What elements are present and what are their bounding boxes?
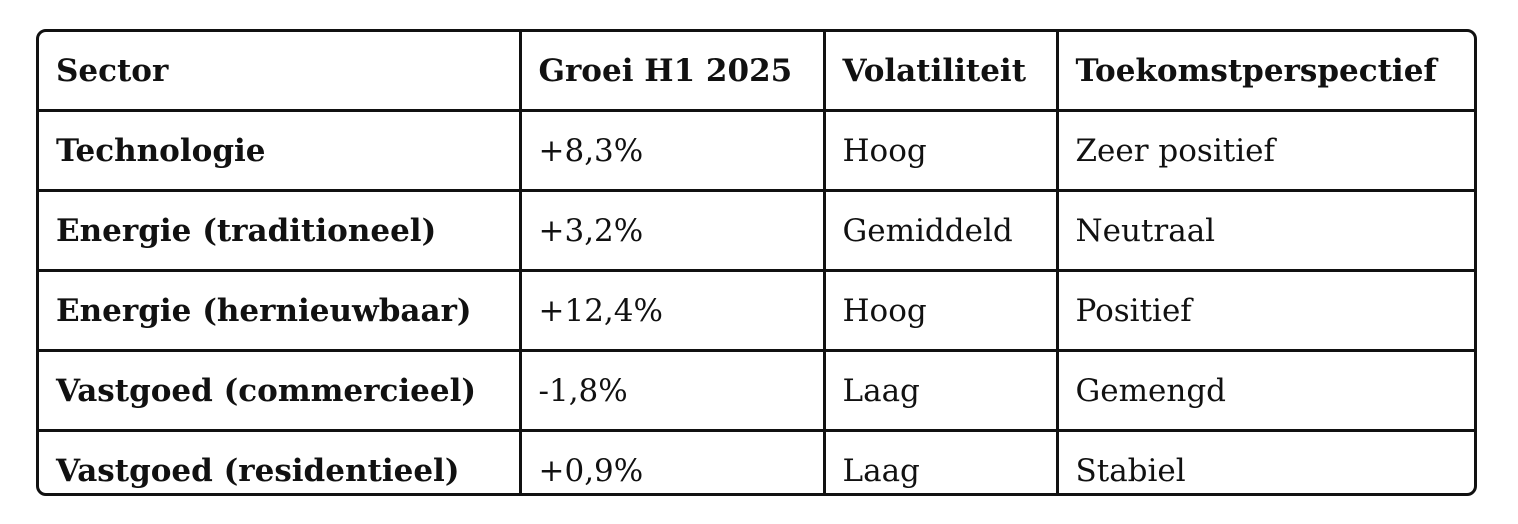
table-row: Vastgoed (residentieel) +0,9% Laag Stabi… bbox=[39, 429, 1474, 493]
cell-sector: Energie (traditioneel) bbox=[39, 189, 522, 272]
header-outlook: Toekomstperspectief bbox=[1055, 32, 1474, 112]
cell-outlook: Neutraal bbox=[1055, 189, 1474, 272]
table-row: Energie (traditioneel) +3,2% Gemiddeld N… bbox=[39, 189, 1474, 272]
cell-outlook: Positief bbox=[1055, 269, 1474, 352]
cell-growth: +12,4% bbox=[518, 269, 826, 352]
table-row: Vastgoed (commercieel) -1,8% Laag Gemeng… bbox=[39, 349, 1474, 432]
table-row: Energie (hernieuwbaar) +12,4% Hoog Posit… bbox=[39, 269, 1474, 352]
table-row: Technologie +8,3% Hoog Zeer positief bbox=[39, 110, 1474, 192]
sector-table: Sector Groei H1 2025 Volatiliteit Toekom… bbox=[39, 32, 1474, 493]
cell-growth: -1,8% bbox=[518, 349, 826, 432]
cell-growth: +8,3% bbox=[518, 110, 826, 192]
cell-growth: +0,9% bbox=[518, 429, 826, 493]
header-volatility: Volatiliteit bbox=[822, 32, 1059, 112]
sector-table-container: Sector Groei H1 2025 Volatiliteit Toekom… bbox=[36, 29, 1477, 496]
cell-volatility: Hoog bbox=[822, 110, 1059, 192]
header-sector: Sector bbox=[39, 32, 522, 112]
cell-volatility: Laag bbox=[822, 429, 1059, 493]
cell-sector: Technologie bbox=[39, 110, 522, 192]
cell-volatility: Laag bbox=[822, 349, 1059, 432]
cell-outlook: Zeer positief bbox=[1055, 110, 1474, 192]
cell-volatility: Hoog bbox=[822, 269, 1059, 352]
table-header-row: Sector Groei H1 2025 Volatiliteit Toekom… bbox=[39, 32, 1474, 112]
cell-outlook: Gemengd bbox=[1055, 349, 1474, 432]
cell-sector: Vastgoed (commercieel) bbox=[39, 349, 522, 432]
cell-sector: Vastgoed (residentieel) bbox=[39, 429, 522, 493]
cell-growth: +3,2% bbox=[518, 189, 826, 272]
cell-outlook: Stabiel bbox=[1055, 429, 1474, 493]
cell-sector: Energie (hernieuwbaar) bbox=[39, 269, 522, 352]
header-growth: Groei H1 2025 bbox=[518, 32, 826, 112]
cell-volatility: Gemiddeld bbox=[822, 189, 1059, 272]
